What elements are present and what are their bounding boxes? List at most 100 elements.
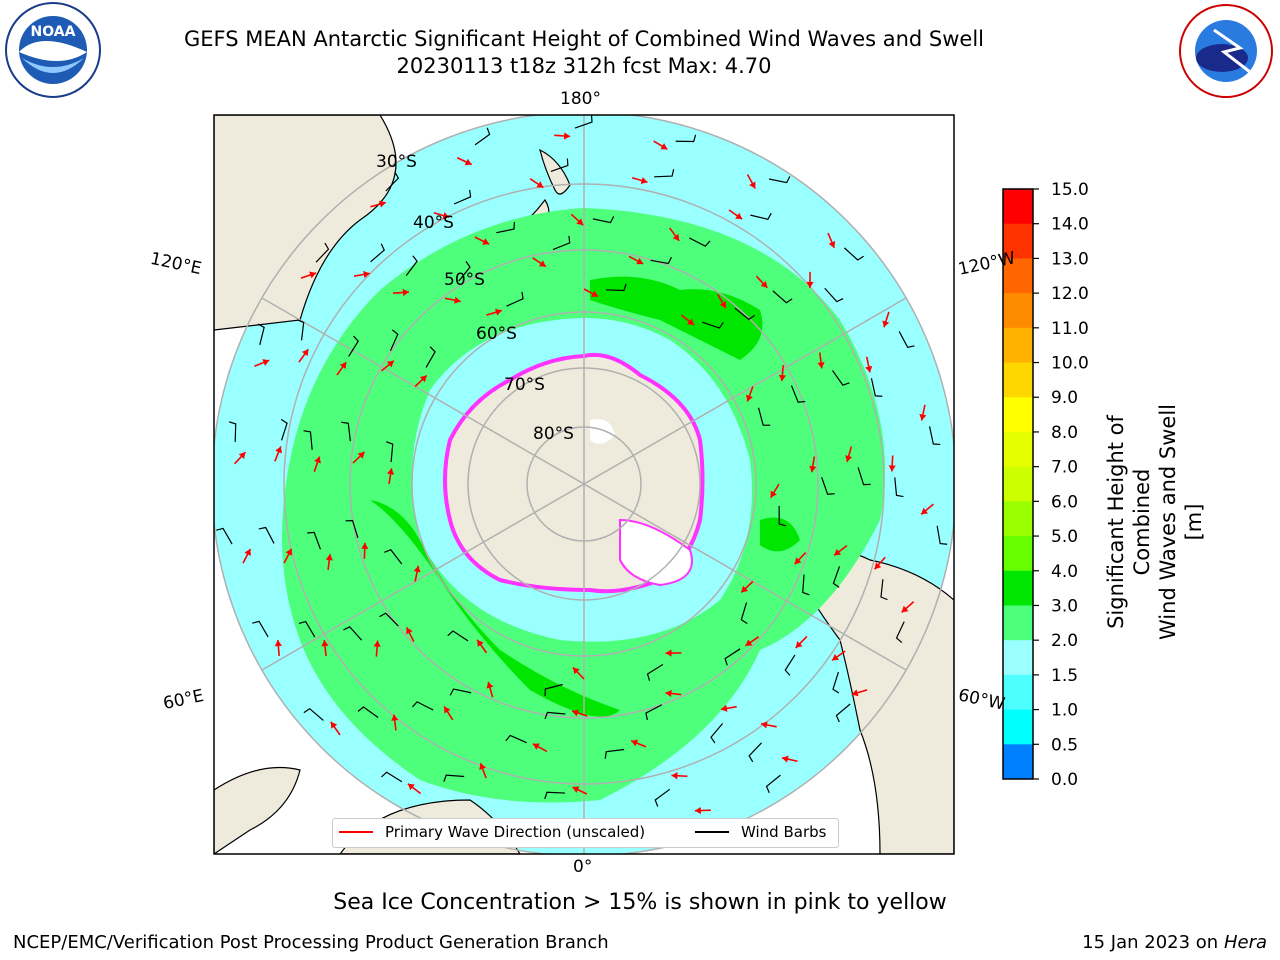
wind-barb	[303, 707, 324, 721]
wind-barb	[258, 526, 275, 544]
wind-barb	[280, 418, 288, 441]
wave-arrow-head	[262, 359, 270, 366]
wave-arrow-head	[781, 755, 789, 763]
wave-arrow-head	[817, 361, 825, 369]
colorbar-tick-label: 5.0	[1051, 527, 1078, 547]
wave-arrow-head	[749, 181, 756, 189]
noaa-logo: NOAA	[5, 2, 101, 98]
colorbar-segment	[1003, 327, 1033, 364]
colorbar-tick-label: 11.0	[1051, 319, 1089, 339]
forecast-subtitle: 20230113 t18z 312h fcst Max: 4.70	[396, 54, 772, 78]
wave-arrow-head	[888, 465, 896, 472]
colorbar-label-line2: Wind Waves and Swell [m]	[1156, 404, 1206, 640]
wind-barb	[790, 385, 806, 403]
wind-barb	[386, 441, 394, 463]
wind-barb	[832, 671, 840, 694]
colorbar-segment	[1003, 640, 1033, 676]
wind-barb	[768, 176, 791, 184]
wave-arrow-head	[576, 218, 584, 226]
wind-barb	[821, 477, 835, 495]
footer-date-text: 15 Jan 2023 on	[1082, 932, 1224, 953]
wave-arrow-head	[479, 763, 486, 771]
wave-arrow-head	[361, 542, 369, 549]
lat-label-40s: 40°S	[413, 213, 454, 233]
colorbar-tick-label: 7.0	[1051, 458, 1078, 478]
wind-barb	[252, 620, 269, 638]
colorbar-tick-label: 10.0	[1051, 354, 1089, 374]
map-area	[214, 115, 954, 854]
colorbar-tick-label: 1.0	[1051, 701, 1078, 721]
colorbar-label-line1: Significant Height of Combined	[1104, 415, 1154, 629]
wind-barb	[307, 531, 321, 550]
wave-arrow-head	[741, 585, 749, 593]
wave-arrow-head	[419, 375, 427, 383]
wind-barb	[447, 630, 469, 642]
wind-barb	[257, 323, 265, 346]
wind-barb	[824, 287, 844, 303]
colorbar: 15.0 14.0 13.0 12.0 11.0 10.0 9.0 8.0 7.0 6.0 5.0 4…	[1002, 180, 1089, 790]
legend-item-primary-wave: Primary Wave Direction (unscaled)	[339, 823, 645, 841]
wind-barb	[544, 683, 563, 697]
wave-arrow-head	[794, 557, 802, 565]
colorbar-segment	[1003, 605, 1033, 641]
wind-barb	[405, 255, 418, 277]
wave-arrow-head	[379, 200, 386, 208]
lat-label-70s: 70°S	[504, 375, 545, 395]
colorbar-tick-label: 4.0	[1051, 562, 1078, 582]
wind-barb	[474, 127, 491, 146]
wave-field-4-5m-southwest	[370, 500, 620, 717]
wind-barb	[646, 664, 664, 681]
wave-arrow-head	[845, 455, 853, 462]
nws-logo	[1179, 4, 1273, 98]
wave-arrow-head	[387, 468, 395, 475]
colorbar-tick-label: 3.0	[1051, 596, 1078, 616]
wind-barb	[757, 407, 771, 426]
lat-label-50s: 50°S	[444, 270, 485, 290]
colorbar-segment	[1003, 431, 1033, 468]
wind-barb	[928, 426, 941, 446]
wind-barb	[425, 346, 436, 368]
wind-barb	[857, 467, 871, 486]
wind-barb	[315, 242, 330, 263]
wave-arrow-head	[809, 465, 817, 473]
wind-barb	[675, 134, 697, 143]
wave-arrow-head	[339, 362, 347, 370]
colorbar-segment	[1003, 223, 1033, 259]
wave-arrow-head	[660, 143, 668, 150]
colorbar-tick-label: 1.5	[1051, 666, 1078, 686]
wave-arrow-head	[486, 681, 494, 689]
wave-arrow-head	[330, 721, 338, 729]
wind-barb	[765, 774, 781, 794]
wind-barb	[443, 774, 465, 782]
wind-barb	[345, 519, 359, 538]
wave-arrow-head	[865, 365, 873, 373]
wind-barb	[784, 654, 796, 676]
wind-barb	[550, 158, 569, 173]
colorbar-segment	[1003, 674, 1033, 711]
colorbar-label: Significant Height of Combined Wind Wave…	[1103, 402, 1207, 642]
wave-arrow-head	[746, 394, 753, 402]
wind-barb	[228, 421, 237, 442]
colorbar-tick-label: 8.0	[1051, 423, 1078, 443]
wind-barb	[710, 723, 724, 744]
wind-barb	[453, 189, 472, 205]
wind-barb	[740, 602, 748, 625]
lat-label-80s: 80°S	[533, 424, 574, 444]
wind-barb	[341, 421, 351, 442]
wave-arrow-head	[719, 301, 726, 309]
madagascar-land	[214, 766, 301, 854]
colorbar-segment	[1003, 397, 1033, 433]
wind-barb	[216, 527, 233, 545]
wave-arrow-head	[795, 641, 803, 648]
wind-barb	[702, 321, 724, 329]
wind-barb	[835, 703, 851, 723]
lat-label-60s: 60°S	[476, 324, 517, 344]
wave-arrow-head	[314, 456, 321, 464]
wave-arrow-head	[495, 308, 502, 316]
wave-arrow-head	[477, 639, 484, 647]
wave-arrow-head	[357, 451, 365, 459]
wave-arrow-head	[665, 649, 672, 657]
colorbar-segment	[1003, 189, 1033, 225]
wind-barb	[654, 788, 671, 807]
map-frame	[213, 114, 955, 855]
